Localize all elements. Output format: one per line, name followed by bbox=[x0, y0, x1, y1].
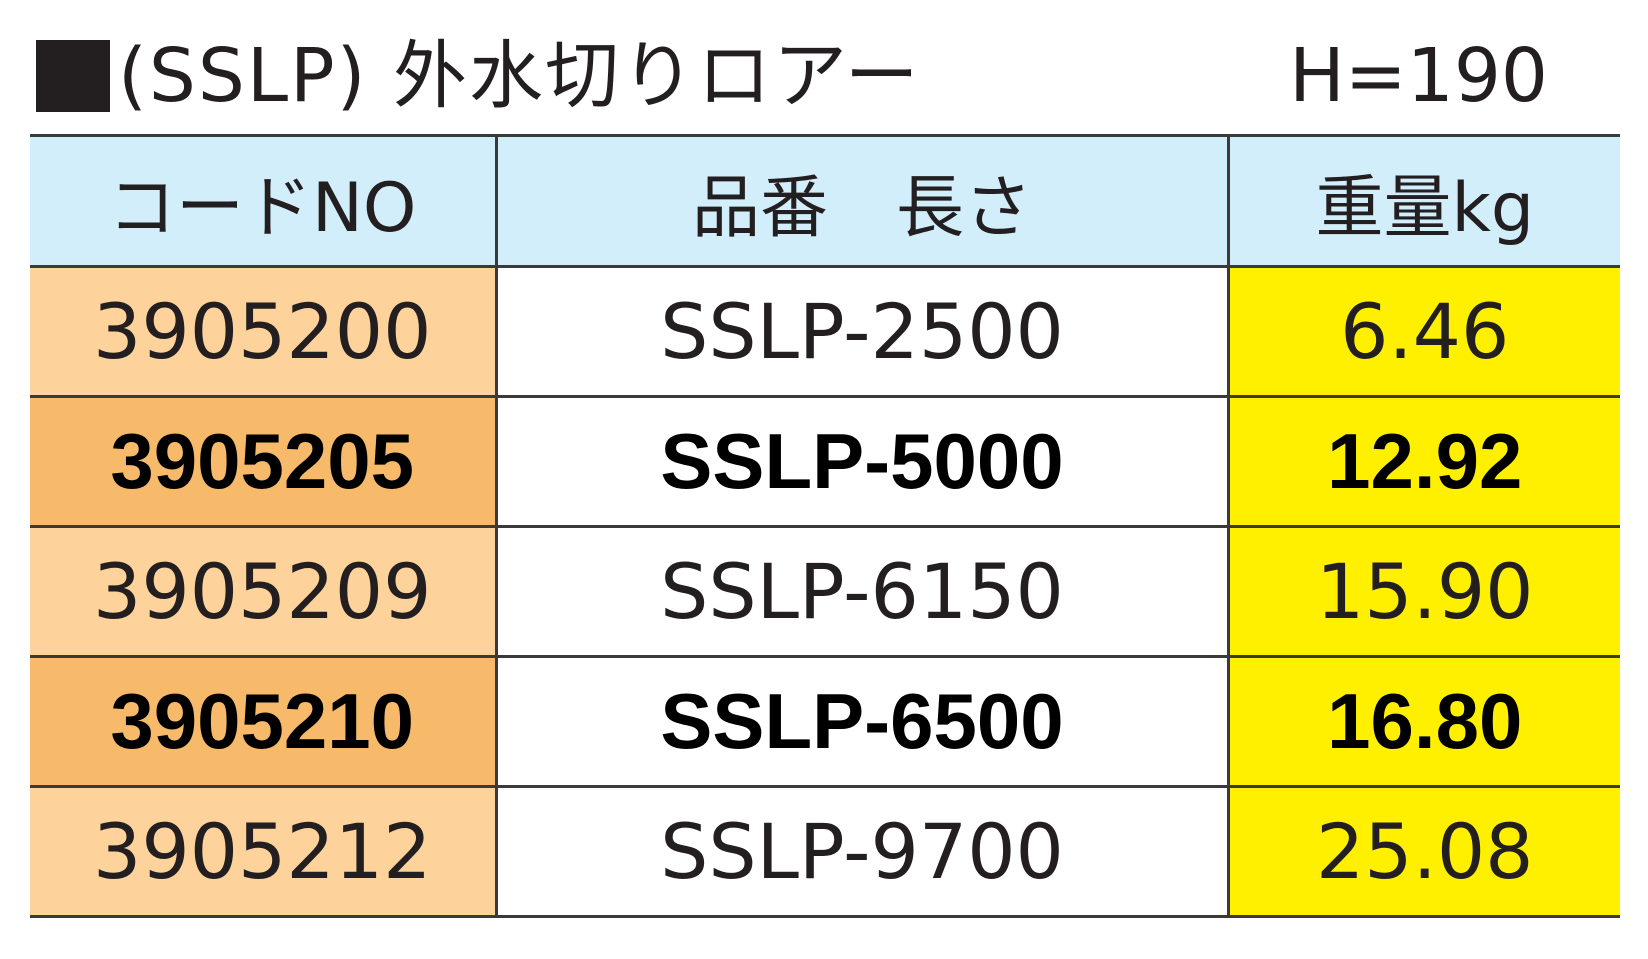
cell-code: 3905200 bbox=[30, 266, 498, 398]
product-table: コードNO 品番 長さ 重量kg 3905200 SSLP-2500 6.46 … bbox=[30, 134, 1620, 918]
table-row: 3905210 SSLP-6500 16.80 bbox=[30, 656, 1620, 788]
cell-product: SSLP-9700 bbox=[494, 786, 1230, 918]
title-bar: (SSLP) 外水切りロアー H=190 bbox=[36, 22, 1616, 122]
square-bullet-icon bbox=[36, 40, 110, 112]
cell-weight: 16.80 bbox=[1226, 656, 1620, 788]
cell-weight: 15.90 bbox=[1226, 526, 1620, 658]
page-title: (SSLP) 外水切りロアー bbox=[118, 33, 921, 119]
table-row: 3905212 SSLP-9700 25.08 bbox=[30, 786, 1620, 918]
cell-weight: 25.08 bbox=[1226, 786, 1620, 918]
table-row: 3905209 SSLP-6150 15.90 bbox=[30, 526, 1620, 658]
cell-code: 3905212 bbox=[30, 786, 498, 918]
cell-code: 3905205 bbox=[30, 396, 498, 528]
header-code: コードNO bbox=[30, 134, 498, 268]
table-header-row: コードNO 品番 長さ 重量kg bbox=[30, 134, 1620, 268]
cell-product: SSLP-6150 bbox=[494, 526, 1230, 658]
header-weight: 重量kg bbox=[1226, 134, 1620, 268]
height-label: H=190 bbox=[1289, 33, 1548, 119]
cell-product: SSLP-5000 bbox=[494, 396, 1230, 528]
header-product: 品番 長さ bbox=[494, 134, 1230, 268]
cell-product: SSLP-2500 bbox=[494, 266, 1230, 398]
table-row: 3905200 SSLP-2500 6.46 bbox=[30, 266, 1620, 398]
cell-code: 3905210 bbox=[30, 656, 498, 788]
table-row: 3905205 SSLP-5000 12.92 bbox=[30, 396, 1620, 528]
cell-weight: 6.46 bbox=[1226, 266, 1620, 398]
cell-product: SSLP-6500 bbox=[494, 656, 1230, 788]
cell-code: 3905209 bbox=[30, 526, 498, 658]
cell-weight: 12.92 bbox=[1226, 396, 1620, 528]
